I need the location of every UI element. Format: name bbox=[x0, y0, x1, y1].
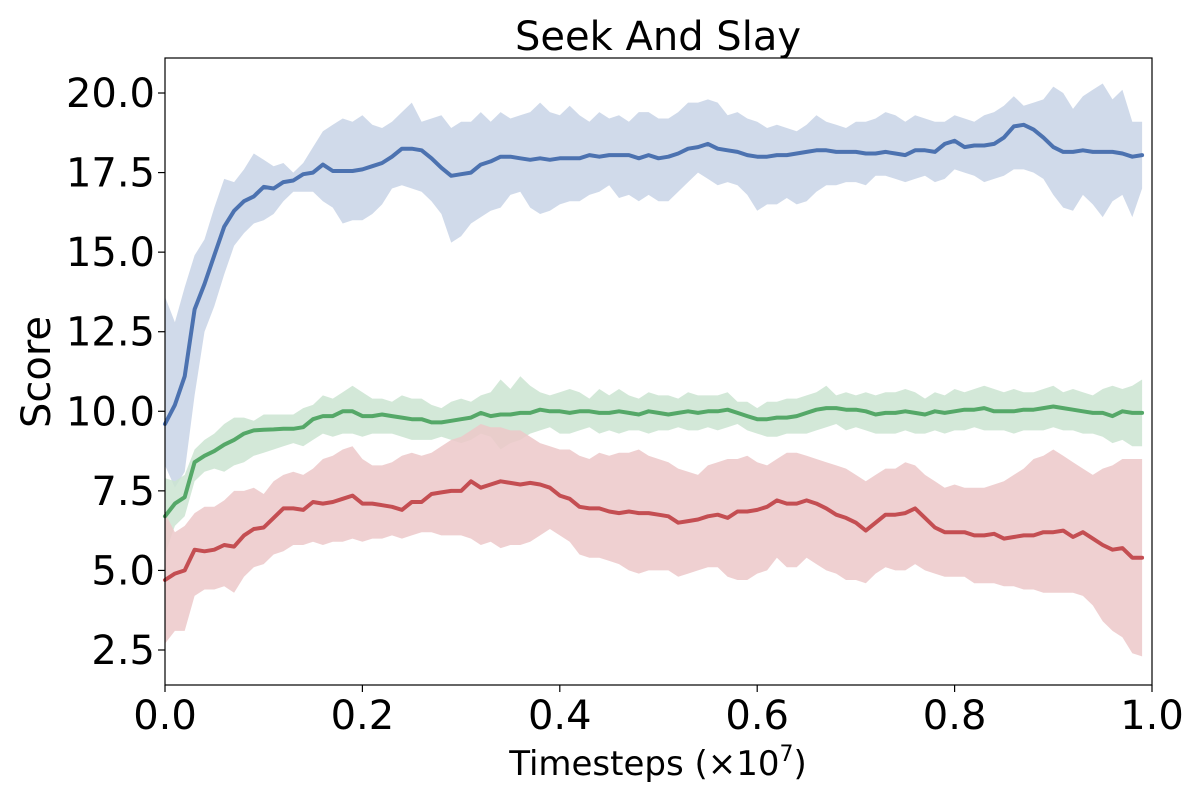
y-tick-label: 10.0 bbox=[66, 389, 155, 435]
y-tick-label: 12.5 bbox=[66, 310, 155, 356]
y-tick-label: 5.0 bbox=[91, 548, 155, 594]
series-lines bbox=[163, 122, 1145, 582]
y-axis: 2.5 5.0 7.5 10.0 12.5 15.0 17.5 20.0 bbox=[66, 71, 165, 674]
x-tick-label: 0.6 bbox=[725, 693, 789, 739]
plot-frame bbox=[164, 57, 1153, 686]
y-tick-label: 20.0 bbox=[66, 71, 155, 117]
y-tick-label: 15.0 bbox=[66, 230, 155, 276]
series-2-line bbox=[163, 404, 1145, 519]
x-axis-label: Timesteps (×107) bbox=[508, 742, 807, 784]
x-axis: 0.0 0.2 0.4 0.6 0.8 1.0 bbox=[133, 685, 1184, 739]
series-3-line bbox=[163, 479, 1145, 582]
y-axis-label: Score bbox=[14, 316, 60, 428]
chart-title: Seek And Slay bbox=[515, 14, 801, 60]
series-3-band bbox=[165, 424, 1143, 657]
series-1-line bbox=[163, 122, 1145, 426]
x-tick-label: 0.0 bbox=[133, 693, 197, 739]
y-tick-label: 7.5 bbox=[91, 469, 155, 515]
x-axis-label-text: Timesteps (×10 bbox=[508, 744, 779, 784]
x-tick-label: 0.8 bbox=[923, 693, 987, 739]
x-axis-label-suffix: ) bbox=[794, 744, 807, 784]
series-1-band bbox=[165, 83, 1143, 488]
x-tick-label: 0.2 bbox=[331, 693, 395, 739]
x-axis-label-exponent: 7 bbox=[780, 742, 794, 767]
y-tick-label: 2.5 bbox=[91, 628, 155, 674]
x-tick-label: 1.0 bbox=[1120, 693, 1184, 739]
y-tick-label: 17.5 bbox=[66, 151, 155, 197]
confidence-bands bbox=[165, 83, 1143, 657]
series-2-band bbox=[165, 376, 1143, 555]
x-tick-label: 0.4 bbox=[528, 693, 592, 739]
